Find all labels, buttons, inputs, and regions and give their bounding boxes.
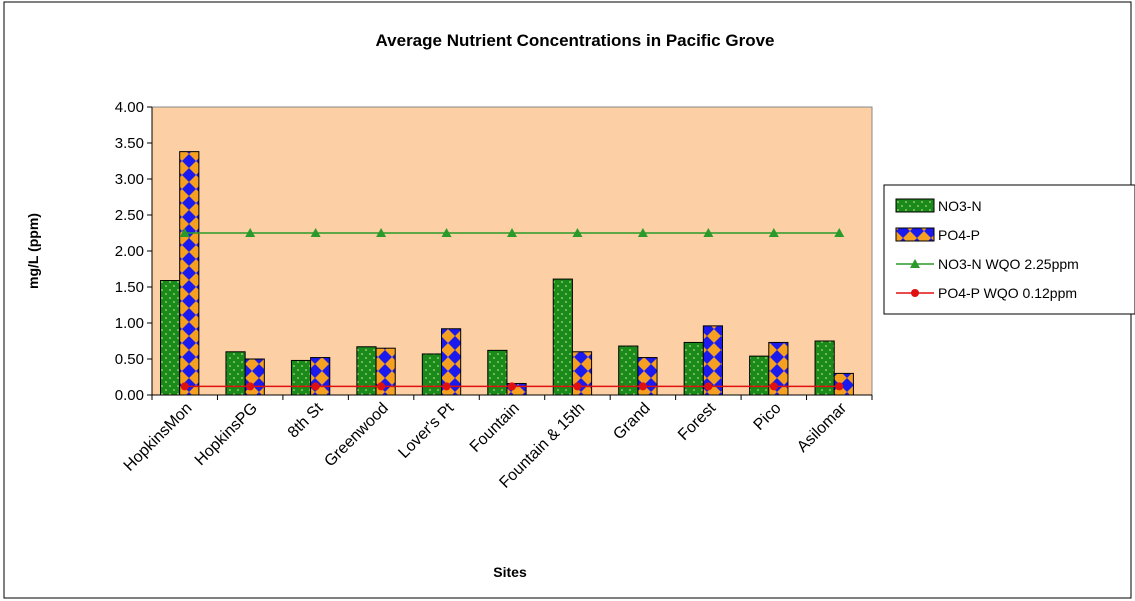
bar-no3-n	[814, 340, 835, 396]
bar-no3-n	[356, 346, 377, 396]
marker-no3-n-wqo-2-25ppm	[572, 228, 583, 237]
bar-no3-n	[749, 355, 770, 396]
marker-no3-n-wqo-2-25ppm	[834, 228, 845, 237]
marker-no3-n-wqo-2-25ppm	[768, 228, 779, 237]
y-axis: 0.00 0.50 1.00 1.50 2.00 2.50 3.00 3.50 4.00	[115, 99, 153, 404]
marker-no3-n-wqo-2-25ppm	[637, 228, 648, 237]
y-tick-label: 4.00	[115, 99, 144, 116]
bar-no3-n	[683, 341, 704, 396]
y-tick-label: 1.50	[115, 279, 144, 296]
plot-area	[151, 106, 873, 396]
bar-no3-n	[552, 278, 573, 396]
marker-no3-n-wqo-2-25ppm	[441, 228, 452, 237]
legend: NO3-N PO4-P NO3-N WQO 2.25ppm PO4-P WQO 0.1…	[883, 184, 1135, 315]
bar-po4-p	[179, 151, 200, 396]
legend-marker-no3-n-wqo-2-25ppm	[910, 259, 920, 268]
marker-po4-p-wqo-0-12ppm	[573, 382, 582, 391]
y-tick-label: 2.00	[115, 243, 144, 260]
bars	[160, 151, 854, 396]
marker-no3-n-wqo-2-25ppm	[703, 228, 714, 237]
bar-no3-n	[487, 349, 508, 396]
marker-po4-p-wqo-0-12ppm	[769, 382, 778, 391]
marker-po4-p-wqo-0-12ppm	[311, 382, 320, 391]
marker-po4-p-wqo-0-12ppm	[835, 382, 844, 391]
wqo-lines	[179, 228, 845, 391]
marker-no3-n-wqo-2-25ppm	[245, 228, 256, 237]
y-tick-label: 2.50	[115, 207, 144, 224]
bar-po4-p	[768, 341, 789, 396]
bar-po4-p	[506, 382, 527, 396]
y-tick-label: 0.50	[115, 351, 144, 368]
marker-no3-n-wqo-2-25ppm	[507, 228, 517, 237]
legend-swatch-po4-p	[895, 227, 935, 242]
bar-po4-p	[441, 328, 462, 396]
bar-no3-n	[618, 345, 639, 396]
marker-no3-n-wqo-2-25ppm	[376, 228, 387, 237]
legend-label-po4-p: PO4-P	[938, 227, 980, 243]
bar-po4-p	[702, 325, 724, 396]
legend-label-no3-n: NO3-N	[938, 198, 982, 214]
x-axis-title: Sites	[493, 564, 527, 580]
legend-swatch-no3-n	[895, 198, 935, 213]
bar-no3-n	[225, 351, 246, 396]
bar-no3-n	[421, 353, 443, 396]
y-tick-label: 3.00	[115, 171, 144, 188]
y-tick-label: 1.00	[115, 315, 144, 332]
y-axis-title: mg/L (ppm)	[25, 213, 41, 289]
chart-title: Average Nutrient Concentrations in Pacif…	[376, 31, 775, 50]
y-tick-label: 0.00	[115, 387, 144, 404]
bar-no3-n	[290, 359, 312, 396]
legend-label-po4-p-wqo-0-12ppm: PO4-P WQO 0.12ppm	[938, 285, 1077, 301]
marker-po4-p-wqo-0-12ppm	[704, 382, 713, 391]
marker-po4-p-wqo-0-12ppm	[377, 382, 386, 391]
bar-no3-n	[160, 280, 181, 396]
marker-po4-p-wqo-0-12ppm	[638, 382, 647, 391]
marker-po4-p-wqo-0-12ppm	[246, 382, 255, 391]
legend-label-no3-n-wqo-2-25ppm: NO3-N WQO 2.25ppm	[938, 256, 1079, 272]
marker-po4-p-wqo-0-12ppm	[442, 382, 451, 391]
marker-po4-p-wqo-0-12ppm	[180, 382, 189, 391]
marker-no3-n-wqo-2-25ppm	[310, 228, 321, 237]
marker-no3-n-wqo-2-25ppm	[179, 228, 190, 237]
marker-po4-p-wqo-0-12ppm	[508, 382, 516, 391]
legend-marker-po4-p-wqo-0-12ppm	[911, 289, 919, 297]
y-tick-label: 3.50	[115, 135, 144, 152]
